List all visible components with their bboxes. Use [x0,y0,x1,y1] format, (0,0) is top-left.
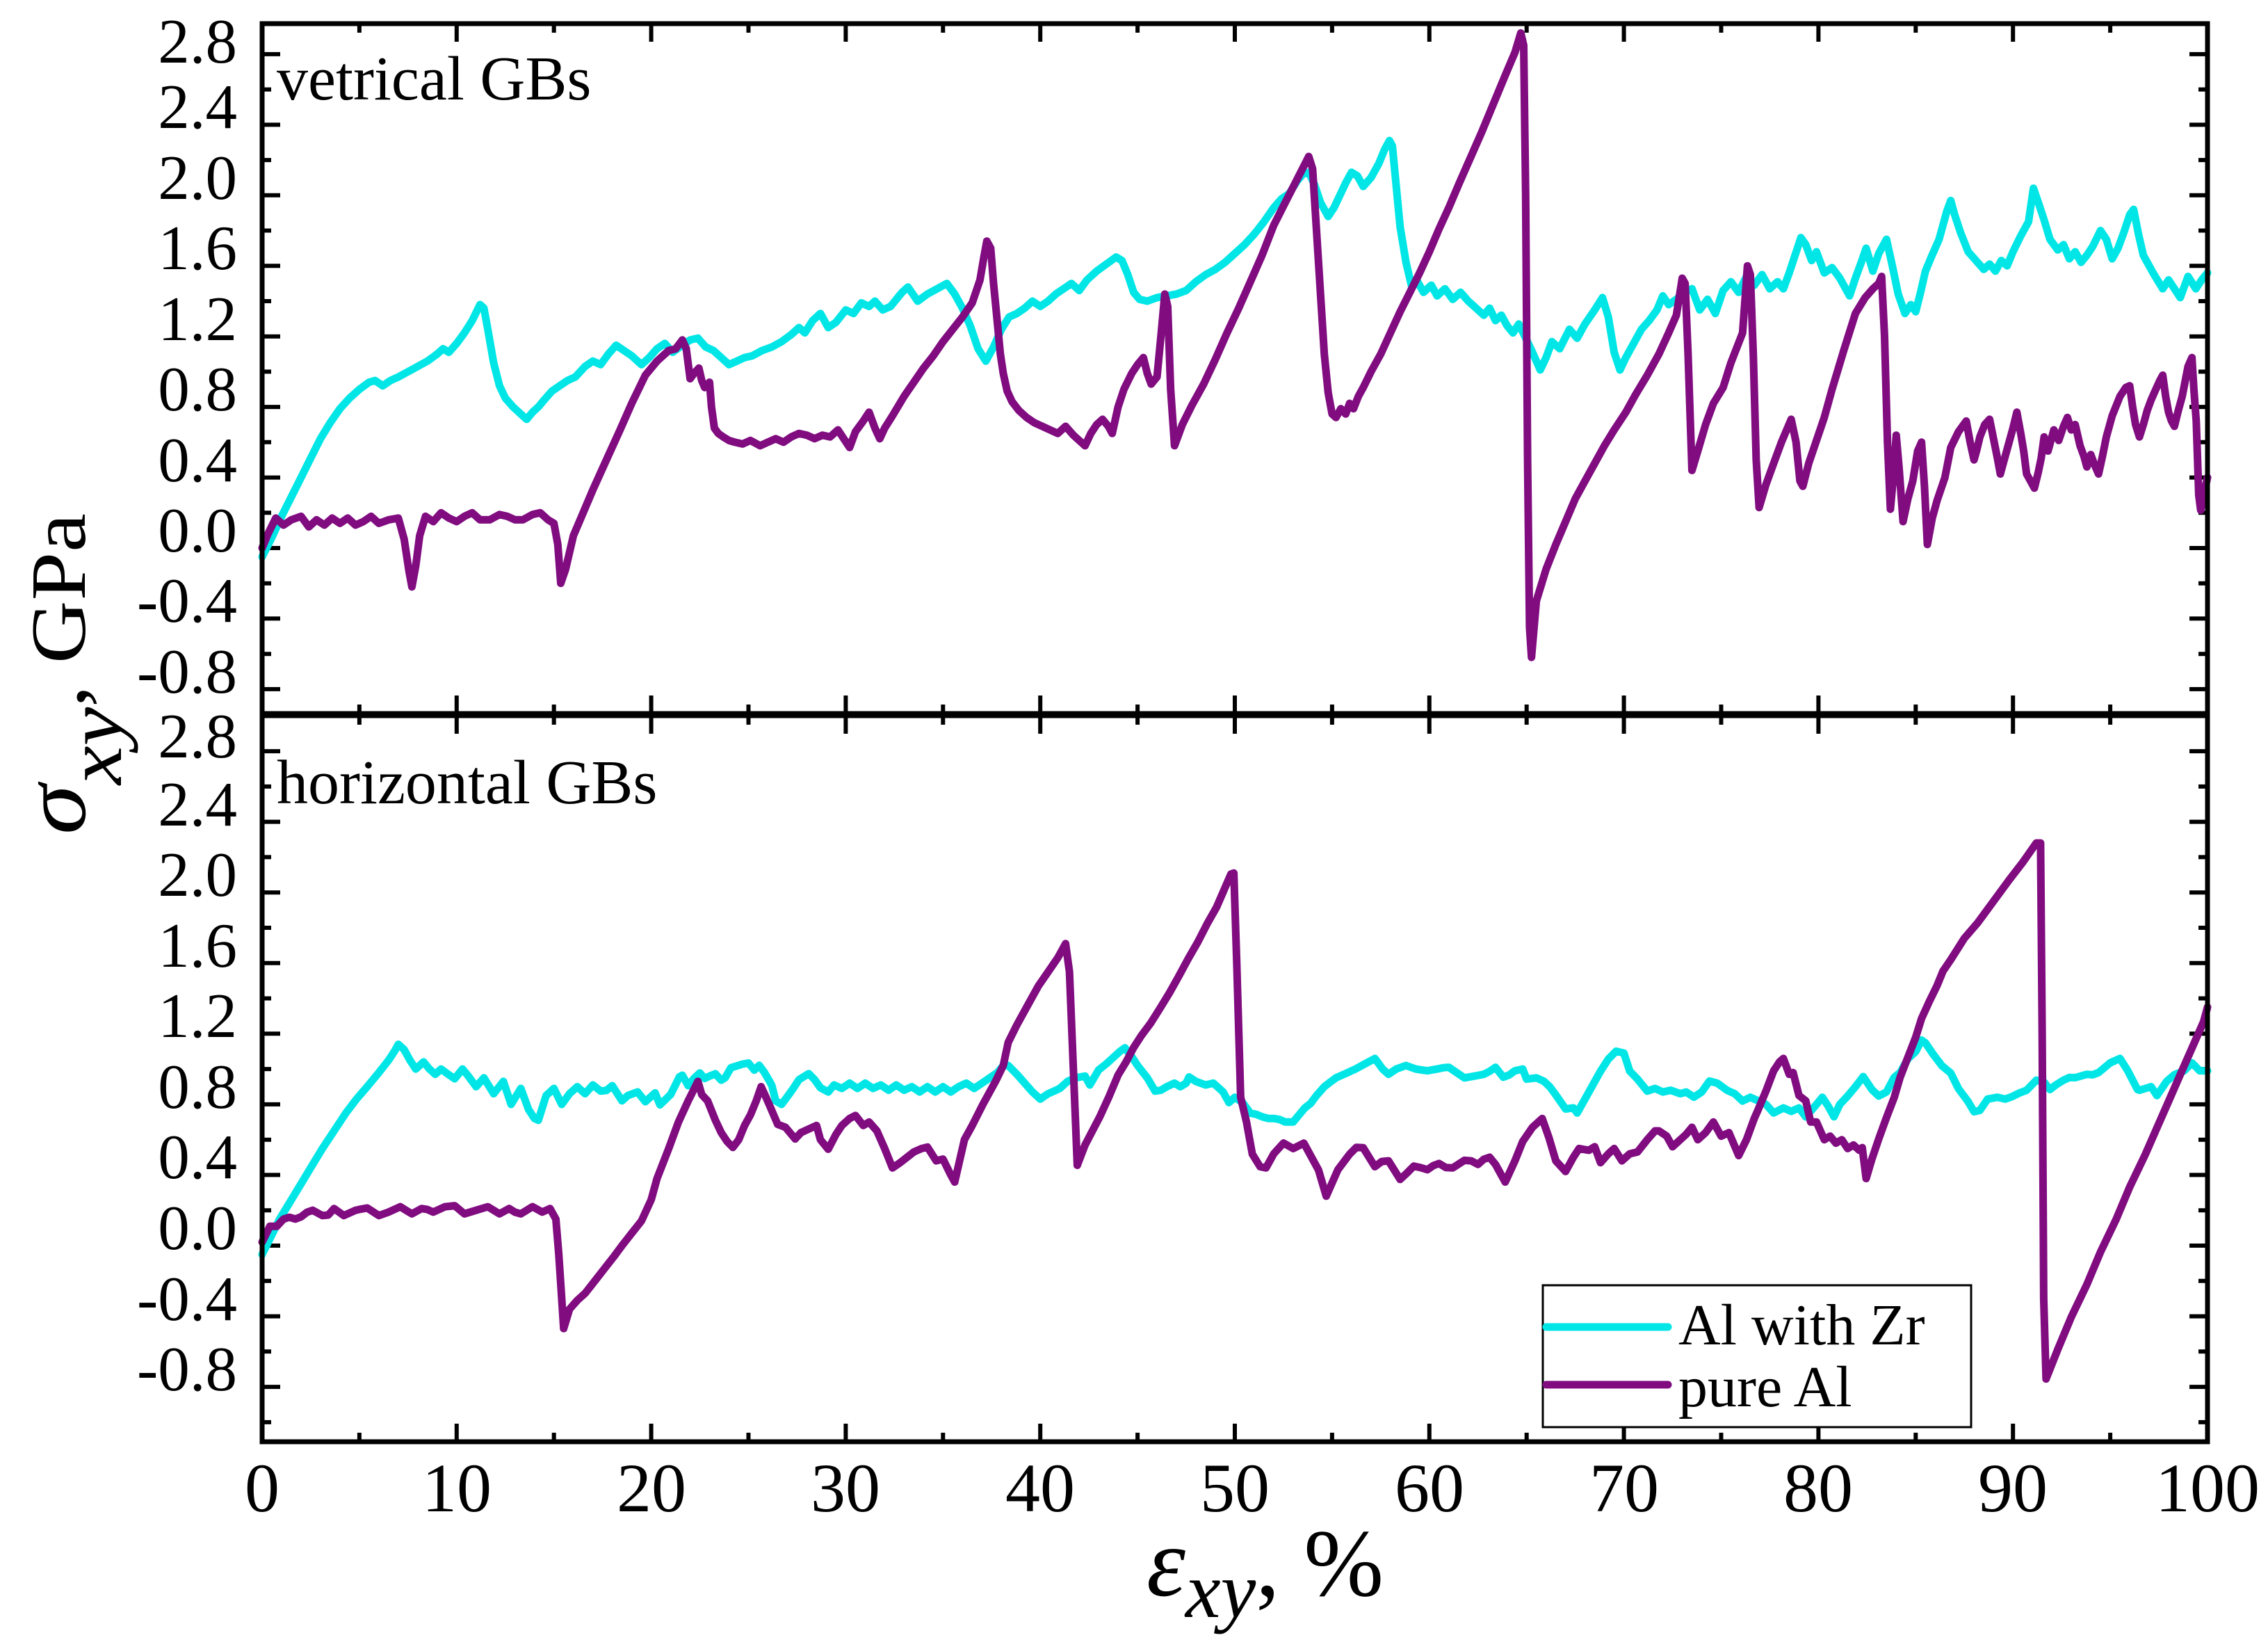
svg-text:90: 90 [1978,1449,2048,1527]
svg-text:2.0: 2.0 [158,839,237,910]
svg-text:0: 0 [245,1449,280,1527]
svg-text:-0.4: -0.4 [137,565,237,636]
svg-text:1.6: 1.6 [158,910,237,981]
svg-text:-0.8: -0.8 [137,1334,237,1404]
svg-text:50: 50 [1200,1449,1270,1527]
svg-text:2.8: 2.8 [158,6,237,77]
svg-text:σxy, GPa: σxy, GPa [4,513,138,835]
svg-text:vetrical GBs: vetrical GBs [277,45,591,113]
svg-text:0.0: 0.0 [158,495,237,565]
svg-text:80: 80 [1783,1449,1853,1527]
svg-text:1.2: 1.2 [158,981,237,1051]
svg-text:2.4: 2.4 [158,769,237,839]
svg-text:10: 10 [422,1449,492,1527]
svg-text:0.0: 0.0 [158,1193,237,1263]
svg-text:1.6: 1.6 [158,213,237,283]
svg-text:100: 100 [2155,1449,2260,1527]
svg-text:40: 40 [1005,1449,1075,1527]
svg-text:εxy, %: εxy, % [1147,1507,1384,1634]
svg-text:60: 60 [1395,1449,1464,1527]
svg-text:pure Al: pure Al [1678,1355,1852,1419]
svg-text:1.2: 1.2 [158,284,237,354]
svg-text:70: 70 [1589,1449,1659,1527]
svg-text:2.4: 2.4 [158,72,237,142]
svg-text:20: 20 [617,1449,686,1527]
svg-text:0.4: 0.4 [158,425,237,495]
svg-text:2.8: 2.8 [158,701,237,771]
svg-text:-0.4: -0.4 [137,1264,237,1334]
svg-text:0.8: 0.8 [158,354,237,424]
svg-text:2.0: 2.0 [158,143,237,213]
svg-text:Al with Zr: Al with Zr [1678,1293,1925,1358]
svg-text:horizontal GBs: horizontal GBs [277,748,657,817]
svg-text:0.4: 0.4 [158,1122,237,1192]
svg-text:-0.8: -0.8 [137,636,237,707]
svg-text:0.8: 0.8 [158,1052,237,1122]
svg-text:30: 30 [811,1449,880,1527]
